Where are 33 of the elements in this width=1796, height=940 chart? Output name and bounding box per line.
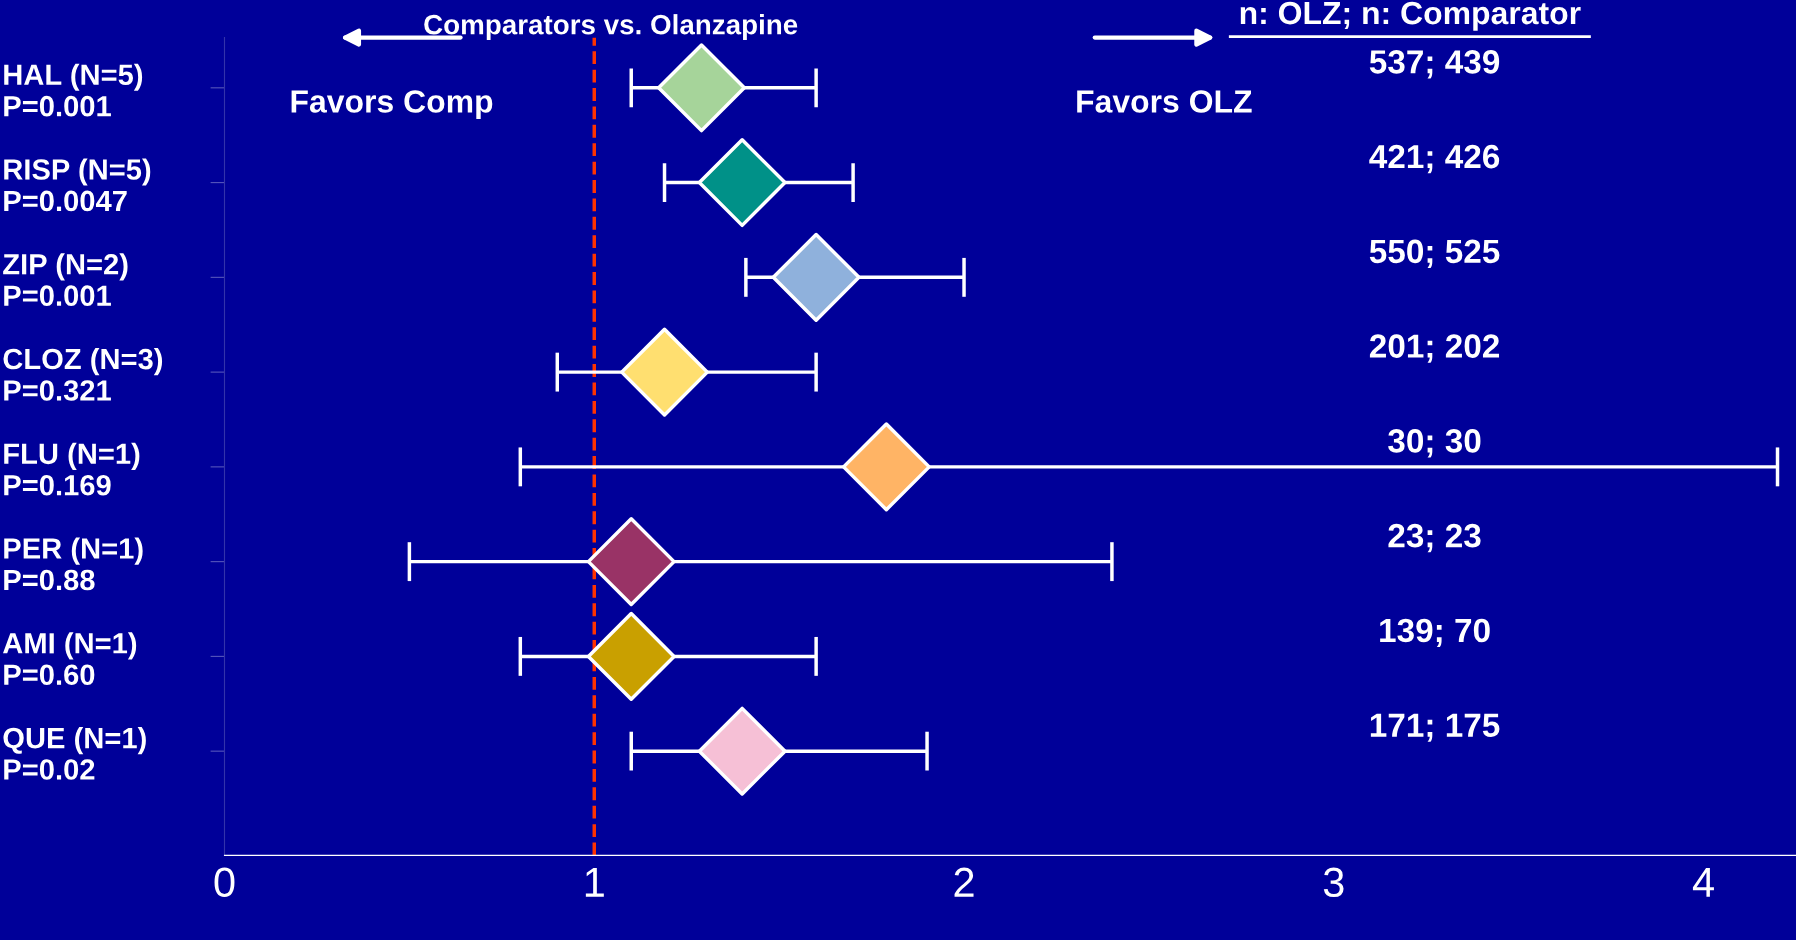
point <box>656 43 747 133</box>
x-tick-label: 1 <box>585 868 604 897</box>
point <box>586 517 676 607</box>
y-tick-label: FLU (N=1) P=0.169 <box>4 442 140 496</box>
point <box>586 611 676 701</box>
point <box>771 232 861 322</box>
point <box>841 422 931 512</box>
chart-title: Comparators vs. Olanzapine <box>424 14 798 40</box>
y-tick-label: HAL (N=5) P=0.001 <box>4 63 143 117</box>
y2-tick-label: 139; 70 <box>1380 618 1490 648</box>
y2-tick-label: 421; 426 <box>1369 144 1500 174</box>
y2-tick-label: 550; 525 <box>1369 239 1500 269</box>
point <box>619 327 710 417</box>
y-tick-label: QUE (N=1) P=0.02 <box>3 727 146 780</box>
y2-tick-label: 30; 30 <box>1388 429 1481 458</box>
x-tick-label: 4 <box>1692 868 1714 897</box>
y-tick-label: AMI (N=1) P=0.60 <box>3 632 137 686</box>
x-tick-label: 0 <box>214 867 235 898</box>
point <box>697 138 787 228</box>
y2-tick-label: 201; 202 <box>1369 334 1500 363</box>
annotation: Favors OLZ <box>1077 90 1252 113</box>
point <box>697 706 787 796</box>
y-tick-label: ZIP (N=2) P=0.001 <box>3 253 128 307</box>
y-tick-label: CLOZ (N=3) P=0.321 <box>3 347 163 401</box>
y-tick-label: PER (N=1) P=0.88 <box>4 537 143 591</box>
x-tick-label: 3 <box>1323 867 1344 898</box>
y2-tick-label: 23; 23 <box>1388 523 1481 553</box>
x-tick-label: 2 <box>954 867 974 897</box>
y2-tick-label: 537; 439 <box>1369 50 1500 79</box>
y2-tick-label: 171; 175 <box>1370 713 1500 742</box>
y-tick-label: RISP (N=5) P=0.0047 <box>4 158 151 212</box>
text: n: OLZ; n: Comparator <box>1240 1 1581 31</box>
annotation: Favors Comp <box>291 90 493 120</box>
